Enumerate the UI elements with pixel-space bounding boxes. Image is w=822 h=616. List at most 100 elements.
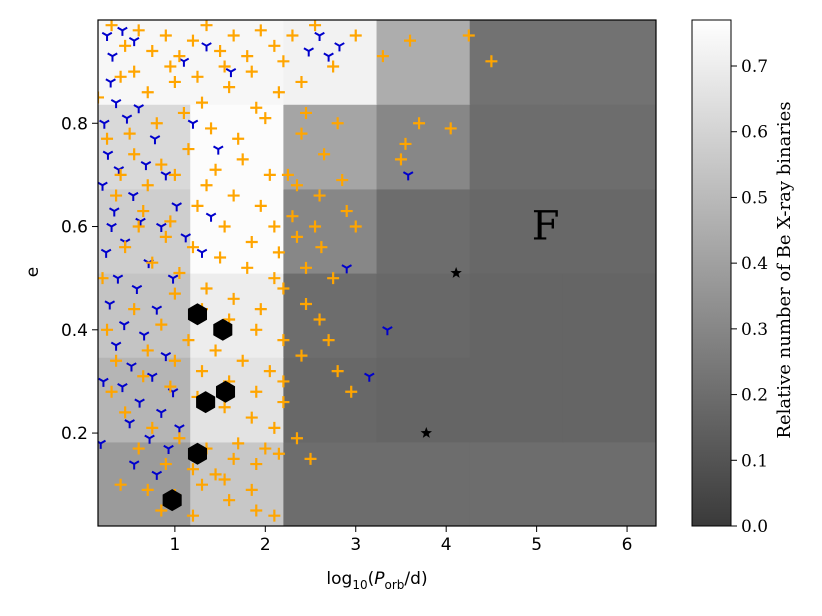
data-point-plus — [232, 437, 245, 450]
data-point-plus — [119, 406, 132, 419]
data-point-plus — [177, 106, 190, 119]
data-point-plus — [245, 411, 258, 424]
data-point-plus — [159, 458, 172, 471]
data-point-tri — [102, 150, 114, 160]
data-point-hexagon — [187, 442, 208, 465]
data-point-plus — [376, 50, 389, 63]
data-point-tri — [112, 274, 124, 284]
heatmap-cell — [562, 273, 656, 358]
data-point-plus — [114, 168, 127, 181]
data-point-tri — [108, 207, 120, 217]
data-point-plus — [101, 132, 114, 145]
data-point-tri — [117, 26, 128, 36]
data-point-plus — [119, 241, 132, 254]
data-point-tri — [171, 202, 182, 212]
data-point-hexagon — [196, 391, 216, 414]
data-point-tri — [110, 341, 122, 351]
y-axis: 0.2 0.4 0.6 0.8 — [61, 114, 98, 444]
data-point-plus — [245, 236, 258, 249]
data-point-tri — [140, 160, 152, 171]
data-point-plus — [214, 44, 227, 57]
data-point-tri — [163, 444, 174, 455]
colorbar-ticks: 0.0 0.1 0.2 0.3 0.4 0.5 0.6 0.7 — [731, 57, 768, 537]
data-point-plus — [200, 20, 213, 32]
data-point-tri — [131, 284, 143, 294]
data-point-plus — [277, 396, 290, 409]
heatmap-cell — [376, 273, 471, 358]
heatmap-cell — [562, 104, 656, 190]
data-point-plus — [159, 230, 172, 243]
colorbar — [691, 19, 732, 527]
data-point-plus — [340, 205, 353, 218]
x-tick-label: 6 — [622, 535, 633, 555]
heatmap — [98, 20, 656, 526]
data-point-plus — [168, 354, 181, 367]
data-point-plus — [263, 168, 276, 181]
data-point-tri — [201, 42, 212, 52]
heatmap-cell — [376, 357, 471, 443]
data-point-plus — [191, 199, 204, 212]
data-point-plus — [200, 179, 213, 192]
data-point-plus — [241, 50, 254, 63]
data-point-plus — [268, 220, 281, 233]
plot-frame — [97, 19, 657, 527]
data-point-tri — [364, 372, 375, 382]
data-point-plus — [209, 344, 222, 357]
data-point-plus — [268, 39, 281, 52]
data-point-plus — [141, 483, 154, 496]
heatmap-cell — [469, 357, 564, 443]
data-point-plus — [98, 91, 104, 104]
data-point-plus — [300, 106, 313, 119]
data-point-hexagon — [213, 318, 233, 341]
data-point-plus — [227, 452, 240, 465]
data-point-plus — [272, 86, 285, 99]
data-point-plus — [159, 29, 172, 42]
data-point-plus — [254, 303, 267, 316]
data-point-tri — [151, 305, 163, 315]
data-point-tri — [107, 52, 118, 62]
data-point-plus — [254, 24, 267, 37]
data-point-plus — [137, 205, 150, 218]
data-point-tri — [334, 42, 345, 52]
data-point-tri — [104, 300, 116, 310]
data-point-plus — [462, 29, 475, 42]
y-tick-label: 0.4 — [61, 321, 88, 341]
data-point-plus — [150, 117, 163, 130]
data-point-plus — [485, 55, 498, 68]
data-point-plus — [309, 20, 322, 32]
data-point-plus — [164, 60, 177, 73]
data-point-plus — [119, 39, 132, 52]
data-point-tri — [156, 408, 167, 418]
data-point-tri — [225, 68, 237, 78]
colorbar-tick-label: 0.5 — [741, 188, 768, 208]
data-point-plus — [146, 421, 159, 434]
data-point-plus — [164, 380, 177, 393]
data-point-plus — [114, 478, 127, 491]
data-point-tri — [212, 145, 224, 155]
data-point-tri — [156, 222, 167, 233]
data-point-plus — [331, 117, 344, 130]
x-tick-label: 2 — [260, 535, 271, 555]
y-tick-label: 0.6 — [61, 218, 88, 238]
data-point-tri — [180, 233, 192, 243]
data-point-plus — [223, 494, 236, 507]
heatmap-cell — [98, 273, 191, 358]
heatmap-cell — [283, 441, 378, 526]
data-point-plus — [182, 334, 195, 347]
heatmap-cell — [469, 20, 564, 105]
data-point-tri — [106, 222, 117, 233]
heatmap-cell — [376, 441, 471, 526]
data-point-tri — [314, 31, 325, 41]
data-point-plus — [132, 442, 145, 455]
data-point-plus — [300, 297, 313, 310]
data-point-plus — [196, 478, 209, 491]
data-point-tri — [323, 52, 334, 62]
data-point-plus — [272, 447, 285, 460]
data-point-plus — [223, 81, 236, 94]
data-point-plus — [191, 70, 204, 83]
data-point-plus — [196, 365, 209, 378]
data-point-plus — [146, 256, 159, 269]
data-point-plus — [205, 122, 218, 135]
colorbar-tick-label: 0.1 — [741, 451, 768, 471]
data-point-tri — [118, 321, 130, 331]
